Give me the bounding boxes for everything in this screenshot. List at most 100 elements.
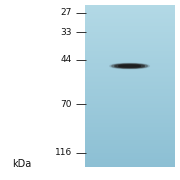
Bar — [85, 146, 175, 147]
Bar — [85, 108, 175, 109]
Bar — [85, 163, 175, 165]
Bar — [85, 140, 175, 142]
Bar — [85, 88, 175, 89]
Bar — [85, 116, 175, 118]
Bar — [85, 105, 175, 107]
Bar — [85, 148, 175, 150]
Bar — [85, 20, 175, 22]
Text: 27: 27 — [61, 8, 72, 17]
Bar — [85, 84, 175, 85]
Bar — [85, 80, 175, 81]
Bar — [85, 118, 175, 119]
Bar — [85, 45, 175, 46]
Bar — [85, 38, 175, 39]
Bar — [85, 34, 175, 35]
Bar — [85, 61, 175, 62]
Bar — [85, 89, 175, 91]
Bar — [85, 51, 175, 53]
Bar — [85, 78, 175, 80]
Bar — [85, 120, 175, 122]
Bar — [85, 16, 175, 18]
Bar — [85, 82, 175, 84]
Bar — [85, 90, 175, 92]
Bar — [85, 92, 175, 93]
Bar — [85, 66, 175, 68]
Bar — [85, 76, 175, 77]
Bar — [85, 14, 175, 15]
Bar — [85, 57, 175, 58]
Bar — [85, 47, 175, 49]
Bar — [85, 104, 175, 105]
Bar — [85, 119, 175, 120]
Bar — [85, 150, 175, 151]
Bar — [85, 5, 175, 7]
Bar — [85, 143, 175, 144]
Text: 44: 44 — [61, 55, 72, 64]
Bar — [85, 122, 175, 123]
Bar — [85, 73, 175, 74]
Text: 70: 70 — [60, 100, 72, 109]
Bar — [85, 26, 175, 27]
Bar — [85, 85, 175, 86]
Bar — [85, 7, 175, 8]
Bar — [85, 22, 175, 23]
Bar — [85, 64, 175, 65]
Bar — [85, 99, 175, 100]
Bar — [85, 32, 175, 34]
Bar — [85, 128, 175, 130]
Bar — [85, 107, 175, 108]
Bar — [85, 69, 175, 70]
Bar — [85, 70, 175, 71]
Bar — [85, 154, 175, 155]
Bar — [85, 111, 175, 112]
Bar — [85, 162, 175, 163]
Bar — [85, 24, 175, 26]
Bar — [85, 131, 175, 132]
Bar — [85, 58, 175, 59]
Bar — [85, 86, 175, 88]
Bar — [85, 112, 175, 113]
Bar — [85, 68, 175, 69]
Bar — [85, 161, 175, 162]
Bar — [85, 153, 175, 154]
Bar — [85, 8, 175, 9]
Bar — [85, 49, 175, 50]
Bar — [85, 113, 175, 115]
Bar — [85, 136, 175, 138]
Bar — [85, 132, 175, 134]
Bar — [85, 81, 175, 82]
Bar — [85, 27, 175, 28]
Bar — [85, 124, 175, 126]
Bar — [85, 130, 175, 131]
Bar — [85, 9, 175, 11]
Bar — [85, 50, 175, 51]
Bar — [85, 94, 175, 96]
Bar — [85, 151, 175, 153]
Ellipse shape — [110, 63, 149, 69]
Bar — [85, 158, 175, 159]
Text: kDa: kDa — [13, 159, 32, 169]
Bar — [85, 157, 175, 158]
Bar — [85, 103, 175, 104]
Bar — [85, 62, 175, 64]
Bar — [85, 97, 175, 99]
Bar — [85, 46, 175, 47]
Bar — [85, 93, 175, 95]
Ellipse shape — [119, 65, 141, 67]
Bar — [85, 43, 175, 45]
Bar — [85, 159, 175, 161]
Bar — [85, 39, 175, 40]
Bar — [85, 30, 175, 31]
Bar — [85, 142, 175, 143]
Bar — [85, 147, 175, 148]
Text: 33: 33 — [60, 28, 72, 37]
Bar — [85, 19, 175, 20]
Bar — [85, 101, 175, 103]
Bar — [85, 18, 175, 19]
Bar — [85, 127, 175, 128]
Bar — [85, 135, 175, 136]
Bar — [85, 74, 175, 76]
Bar — [85, 36, 175, 38]
Bar — [85, 28, 175, 30]
Bar — [85, 55, 175, 57]
